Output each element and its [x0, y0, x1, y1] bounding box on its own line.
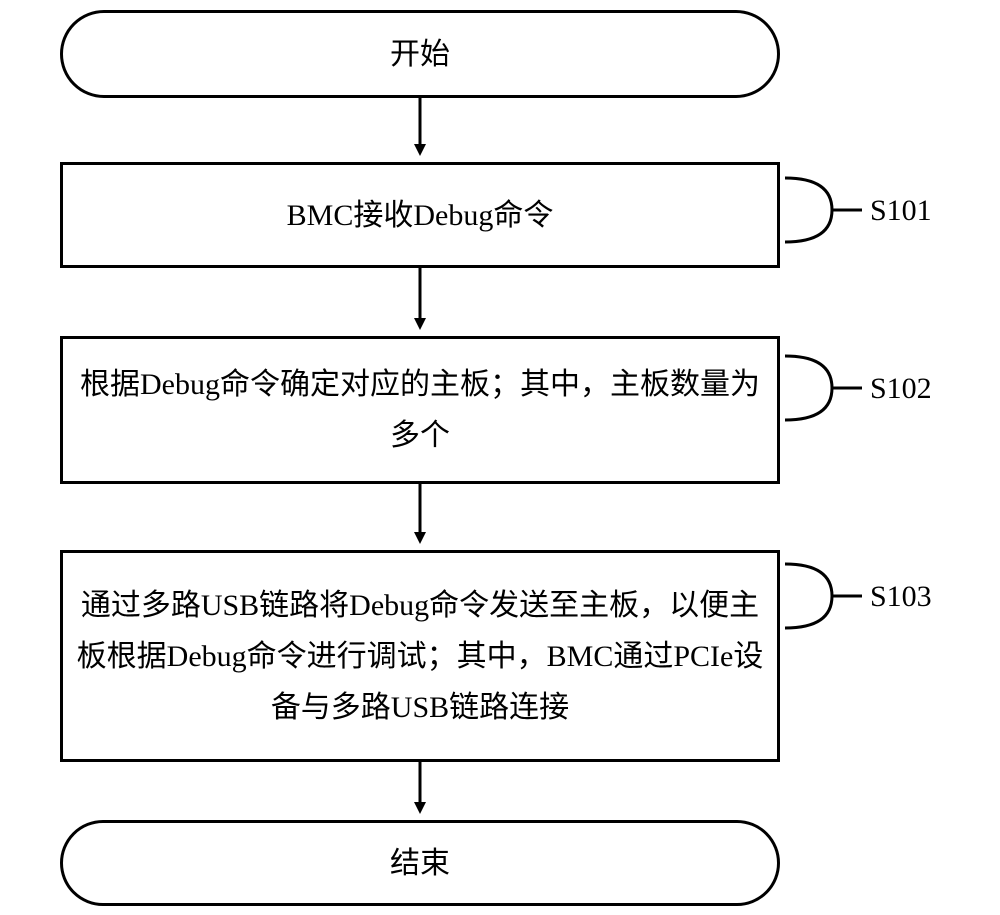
node-s103-text: 通过多路USB链路将Debug命令发送至主板，以便主板根据Debug命令进行调试…: [63, 580, 777, 733]
node-s102-text: 根据Debug命令确定对应的主板；其中，主板数量为多个: [63, 359, 777, 461]
step-label-s101: S101: [870, 194, 932, 228]
step-label-s102: S102: [870, 372, 932, 406]
step-label-s101-text: S101: [870, 194, 932, 227]
node-s101: BMC接收Debug命令: [60, 162, 780, 268]
bracket-s102: [785, 356, 832, 420]
step-label-s102-text: S102: [870, 372, 932, 405]
bracket-s103: [785, 564, 832, 628]
node-s103: 通过多路USB链路将Debug命令发送至主板，以便主板根据Debug命令进行调试…: [60, 550, 780, 762]
node-end-text: 结束: [63, 838, 777, 889]
flowchart-canvas: 开始 BMC接收Debug命令 根据Debug命令确定对应的主板；其中，主板数量…: [0, 0, 1000, 915]
step-label-s103-text: S103: [870, 580, 932, 613]
node-end: 结束: [60, 820, 780, 906]
node-start: 开始: [60, 10, 780, 98]
node-s102: 根据Debug命令确定对应的主板；其中，主板数量为多个: [60, 336, 780, 484]
bracket-s101: [785, 178, 832, 242]
node-start-text: 开始: [63, 29, 777, 80]
step-label-s103: S103: [870, 580, 932, 614]
node-s101-text: BMC接收Debug命令: [63, 190, 777, 241]
